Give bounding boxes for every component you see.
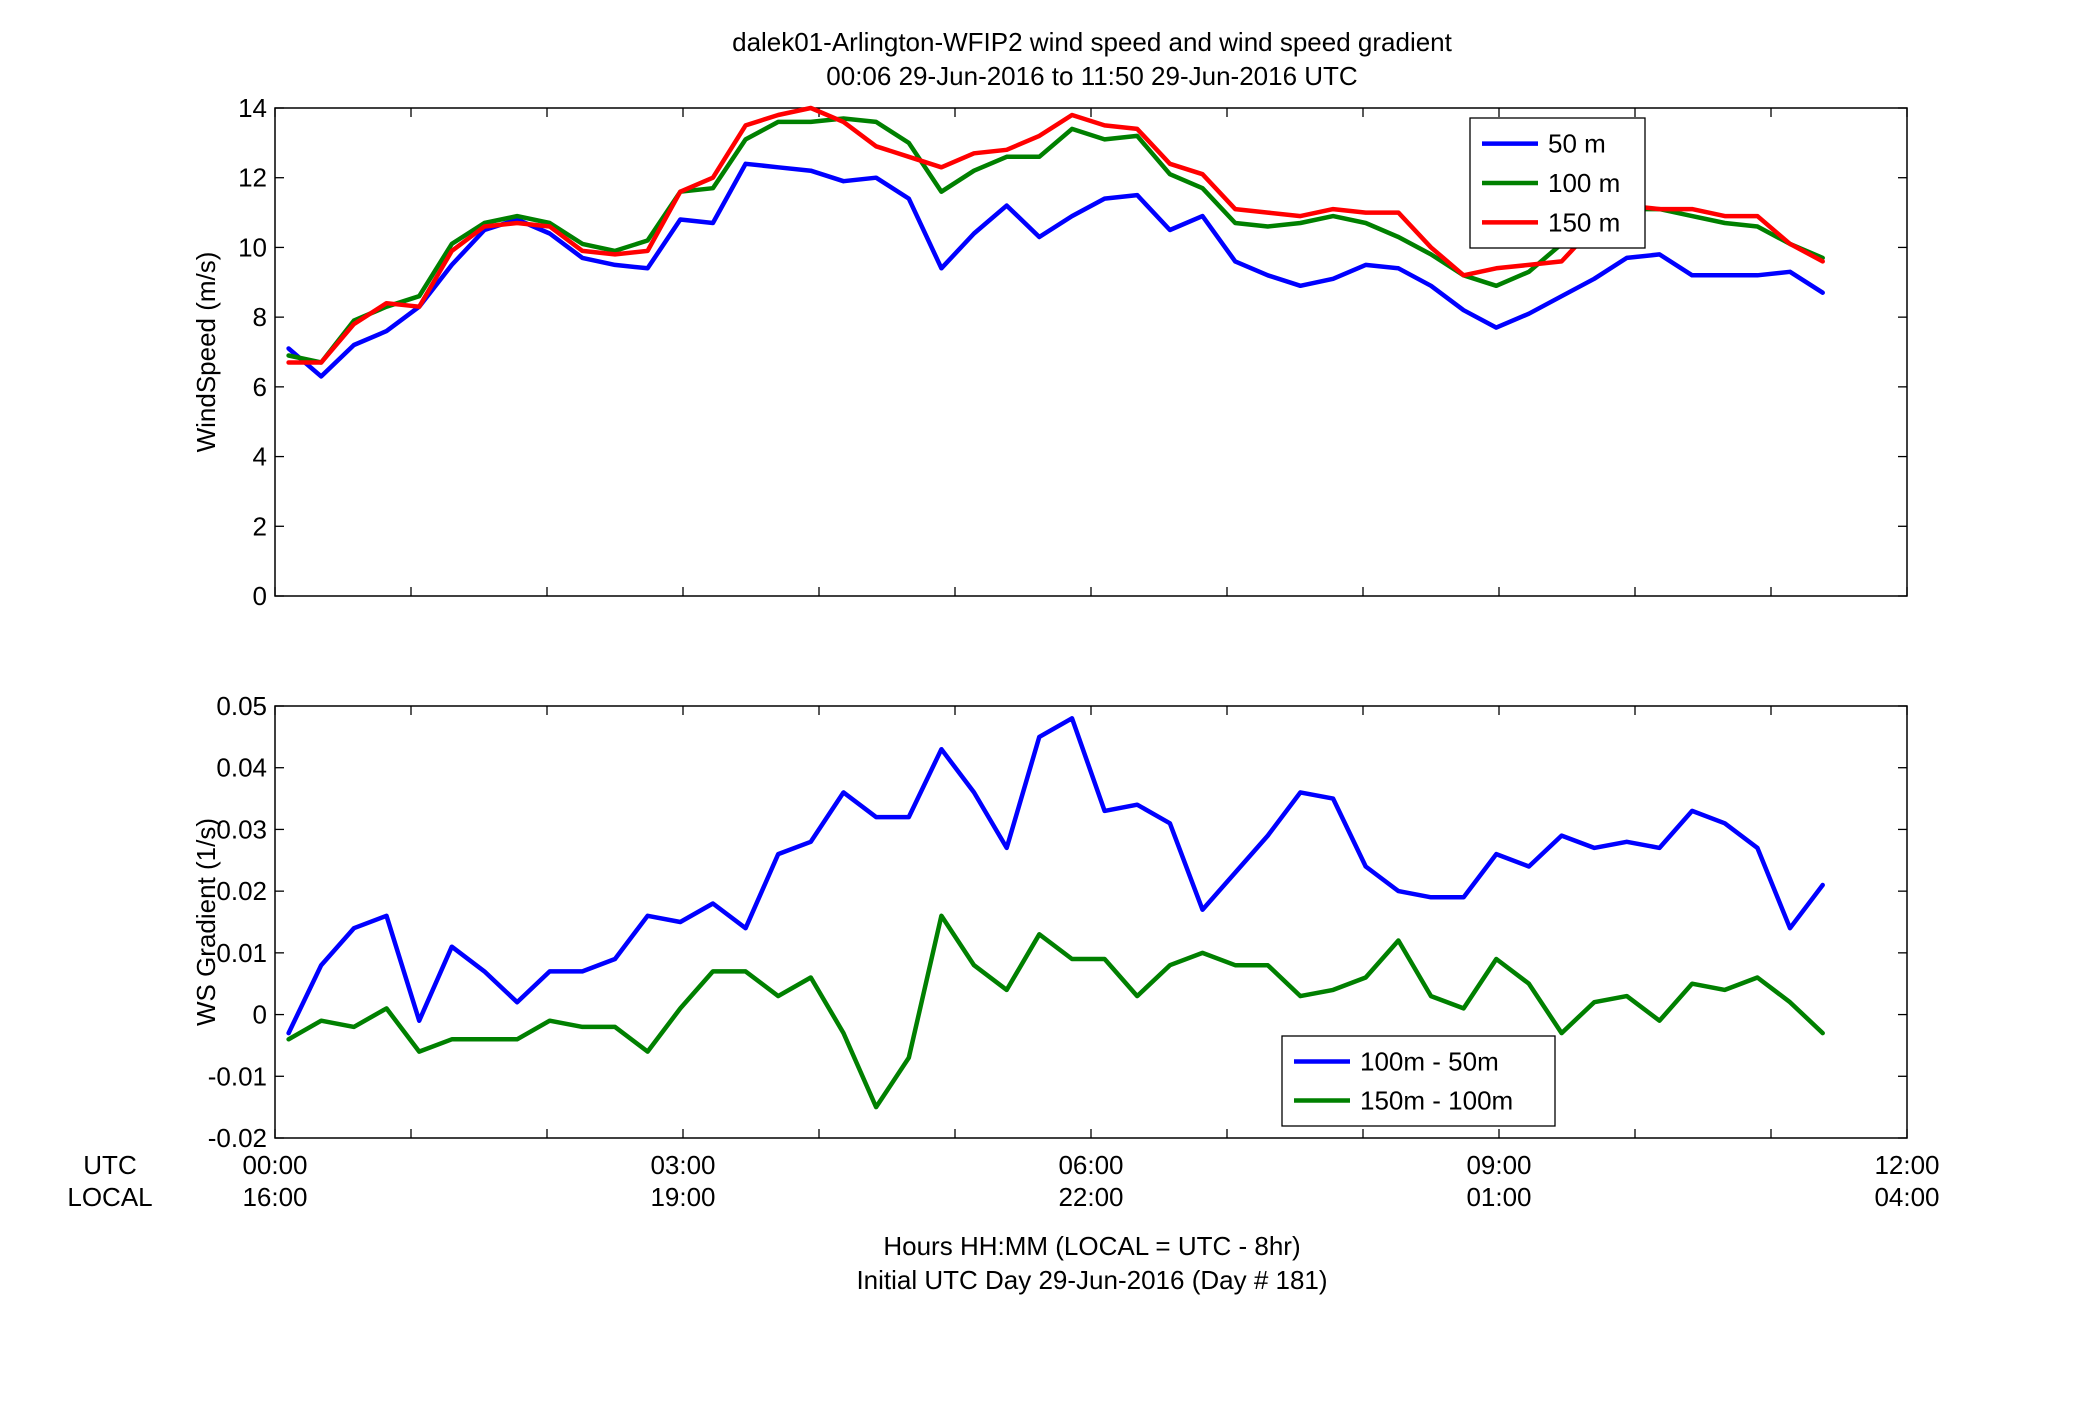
utc-row-label: UTC	[83, 1150, 136, 1180]
x-tick-label-local: 22:00	[1058, 1182, 1123, 1212]
y-tick-label: 2	[253, 511, 267, 541]
legend-label: 150 m	[1548, 207, 1620, 237]
chart-legend: 100m - 50m 150m - 100m	[1281, 1035, 1556, 1127]
y-axis-label: WindSpeed (m/s)	[191, 252, 221, 453]
y-tick-label: 4	[253, 442, 267, 472]
y-tick-label: 0	[253, 1000, 267, 1030]
x-tick-label-utc: 03:00	[650, 1150, 715, 1180]
x-axis-label-line1: Hours HH:MM (LOCAL = UTC - 8hr)	[883, 1231, 1300, 1261]
y-tick-label: 0.01	[216, 938, 267, 968]
series-line-1	[286, 161, 1825, 379]
y-tick-label: -0.01	[208, 1061, 267, 1091]
legend-box	[1281, 1035, 1556, 1127]
x-tick-label-local: 04:00	[1874, 1182, 1939, 1212]
x-tick-label-utc: 06:00	[1058, 1150, 1123, 1180]
chart-legend: 50 m 100 m 150 m	[1469, 117, 1646, 249]
series-line-1	[286, 716, 1825, 1036]
legend-label: 100 m	[1548, 168, 1620, 198]
chart-panel-1: 0 2 4 6 8 10 12 14 WindSpeed (m/s) 50 m 100 m 150 m	[191, 93, 1908, 611]
y-tick-label: 0.05	[216, 691, 267, 721]
x-tick-label-utc: 09:00	[1466, 1150, 1531, 1180]
y-tick-label: 14	[238, 93, 267, 123]
y-tick-label: 0.02	[216, 876, 267, 906]
y-tick-label: 0.04	[216, 753, 267, 783]
y-tick-label: -0.02	[208, 1123, 267, 1153]
x-axis-label-line2: Initial UTC Day 29-Jun-2016 (Day # 181)	[856, 1265, 1327, 1295]
y-tick-label: 0.03	[216, 814, 267, 844]
y-tick-label: 6	[253, 372, 267, 402]
y-tick-label: 10	[238, 232, 267, 262]
chart-title: dalek01-Arlington-WFIP2 wind speed and w…	[732, 27, 1453, 57]
chart-panel-2: -0.02 -0.01 0 0.01 0.02 0.03 0.04 0.05 WS Gradie…	[191, 691, 1908, 1153]
y-tick-label: 0	[253, 581, 267, 611]
y-tick-label: 8	[253, 302, 267, 332]
series-line-2	[286, 913, 1825, 1110]
x-tick-label-utc: 12:00	[1874, 1150, 1939, 1180]
y-axis-label: WS Gradient (1/s)	[191, 818, 221, 1026]
legend-label: 100m - 50m	[1360, 1047, 1499, 1077]
series-line-3	[286, 105, 1825, 365]
x-tick-label-utc: 00:00	[242, 1150, 307, 1180]
x-tick-label-local: 16:00	[242, 1182, 307, 1212]
y-tick-label: 12	[238, 163, 267, 193]
x-tick-label-local: 19:00	[650, 1182, 715, 1212]
local-row-label: LOCAL	[67, 1182, 152, 1212]
chart-subtitle: 00:06 29-Jun-2016 to 11:50 29-Jun-2016 U…	[826, 61, 1357, 91]
legend-label: 150m - 100m	[1360, 1086, 1513, 1116]
legend-label: 50 m	[1548, 129, 1606, 159]
plot-area-frame	[274, 107, 1908, 597]
x-tick-label-local: 01:00	[1466, 1182, 1531, 1212]
